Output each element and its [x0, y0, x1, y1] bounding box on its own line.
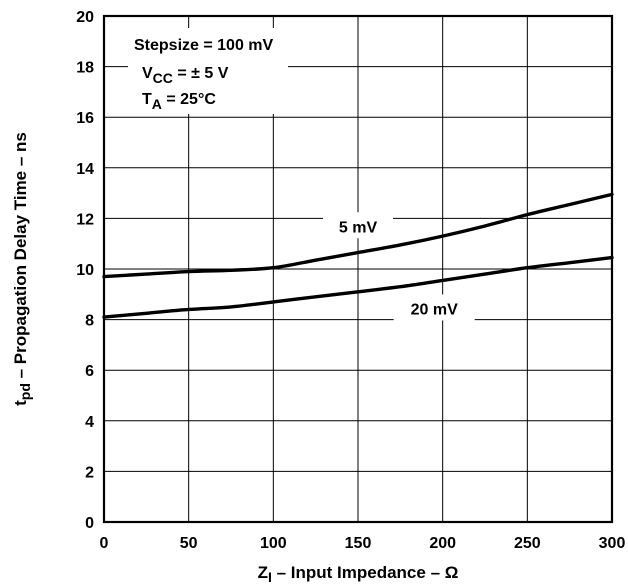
ta-annotation: TA = 25°C: [142, 91, 216, 112]
y-tick-label: 16: [76, 110, 94, 127]
ta-sub: A: [152, 96, 162, 112]
y-tick-label: 18: [76, 60, 94, 77]
series-line-20-mv: [102, 255, 614, 319]
y-tick-label: 8: [85, 313, 94, 330]
y-tick-label: 10: [76, 262, 94, 279]
series-label: 5 mV: [339, 219, 378, 236]
vcc-sub: CC: [153, 70, 173, 86]
y-tick-label: 0: [85, 515, 94, 532]
y-tick-label: 4: [85, 414, 94, 431]
x-tick-label: 150: [345, 535, 372, 552]
x-tick-label: 50: [180, 535, 198, 552]
y-tick-label: 12: [76, 211, 94, 228]
vcc-rest: = ± 5 V: [173, 65, 229, 82]
conditions-box-bg: [128, 28, 288, 114]
y-tick-label: 14: [76, 161, 94, 178]
series-label-bg: [323, 212, 393, 239]
ta-rest: = 25°C: [162, 91, 216, 108]
x-tick-label: 300: [599, 535, 626, 552]
series-labels: 5 mV 20 mV: [323, 212, 475, 321]
vcc-main: V: [142, 65, 153, 82]
series-label: 20 mV: [411, 301, 458, 318]
stepsize-annotation: Stepsize = 100 mV: [134, 37, 274, 54]
y-axis-label-sub: pd: [17, 383, 33, 400]
x-tick-label: 200: [429, 535, 456, 552]
x-tick-label: 0: [100, 535, 109, 552]
ta-main: T: [142, 91, 152, 108]
y-tick-label: 20: [76, 9, 94, 26]
y-axis-label-rest: – Propagation Delay Time – ns: [11, 132, 30, 383]
y-axis-label: tpd – Propagation Delay Time – ns: [11, 132, 33, 406]
y-tick-labels: 0 2 4 6 8 10 12 14 16 18 20: [76, 9, 94, 532]
x-axis-label-sub: I: [268, 569, 272, 584]
series-line-5-mv: [102, 192, 614, 279]
x-axis-label-rest: – Input Impedance – Ω: [272, 563, 459, 582]
x-tick-label: 100: [260, 535, 287, 552]
x-tick-label: 250: [514, 535, 541, 552]
y-axis-label-main: t: [11, 400, 30, 406]
series-lines: [102, 192, 614, 319]
y-tick-label: 2: [85, 464, 94, 481]
x-axis-label-main: Z: [258, 563, 268, 582]
x-axis-label: ZI – Input Impedance – Ω: [258, 563, 459, 584]
x-tick-labels: 0 50 100 150 200 250 300: [100, 535, 626, 552]
vcc-annotation: VCC = ± 5 V: [142, 65, 229, 86]
plot-frame: [102, 14, 614, 524]
series-label-bg: [393, 294, 475, 321]
y-tick-label: 6: [85, 363, 94, 380]
